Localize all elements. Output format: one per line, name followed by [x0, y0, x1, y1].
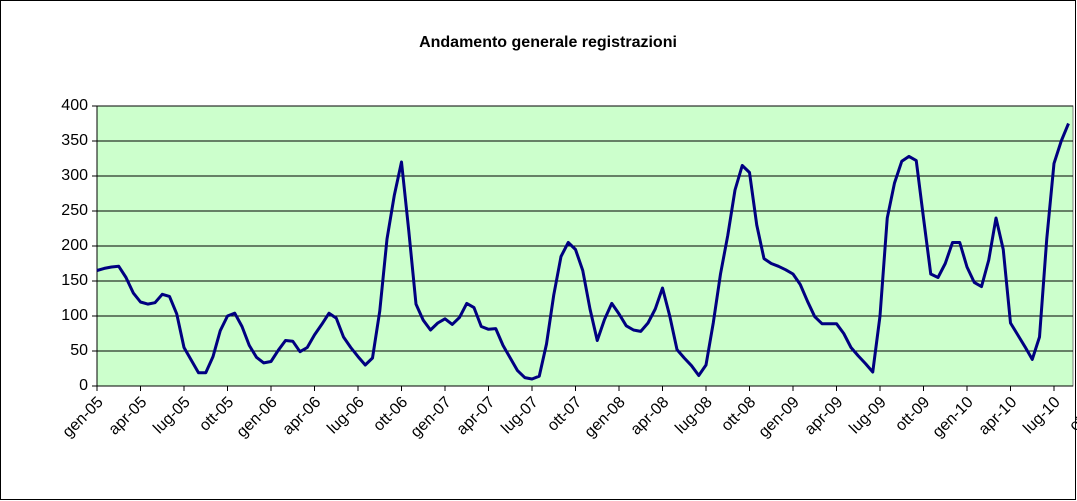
y-tick-label: 50 [70, 342, 88, 359]
y-tick-label: 200 [61, 237, 88, 254]
y-tick-label: 350 [61, 132, 88, 149]
y-tick-label: 400 [61, 97, 88, 114]
y-tick-label: 150 [61, 272, 88, 289]
y-tick-label: 250 [61, 202, 88, 219]
data-line [96, 122, 1070, 381]
y-tick-label: 300 [61, 167, 88, 184]
chart-title: Andamento generale registrazioni [419, 34, 677, 51]
y-tick-label: 0 [79, 377, 88, 394]
y-tick-label: 100 [61, 307, 88, 324]
